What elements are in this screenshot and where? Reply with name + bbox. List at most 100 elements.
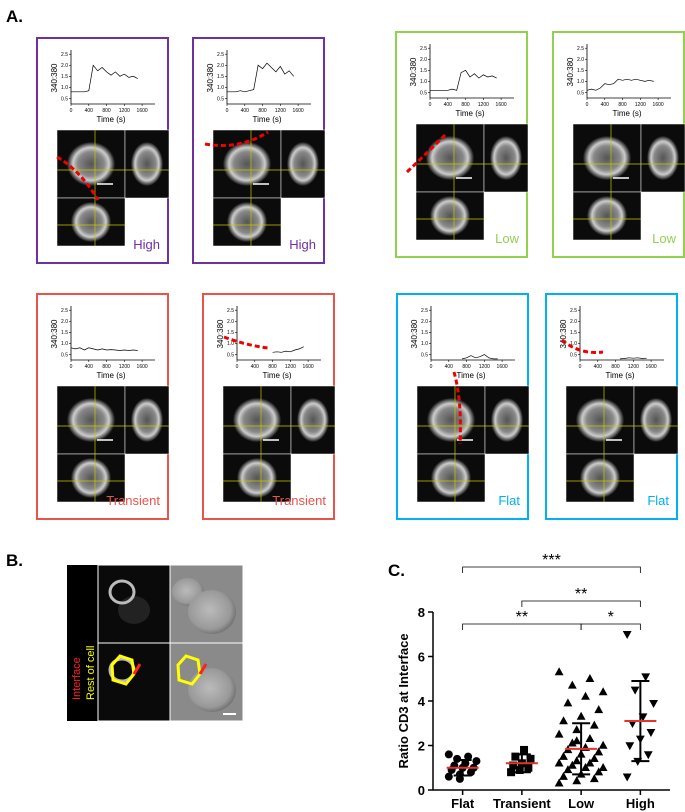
- cell: [647, 136, 679, 180]
- point: [567, 760, 577, 769]
- point: [572, 776, 582, 785]
- y-tick-label: 0.5: [570, 352, 577, 358]
- point: [641, 673, 651, 682]
- y-tick-label: 2.5: [61, 308, 68, 314]
- point: [563, 765, 573, 774]
- y-tick-label: 0.5: [577, 90, 584, 96]
- cell-class-label: Flat: [647, 493, 669, 508]
- cell: [223, 142, 271, 186]
- point: [526, 754, 535, 763]
- x-tick-label: 800: [102, 364, 111, 370]
- point: [628, 720, 637, 729]
- cell: [426, 136, 474, 180]
- x-tick-label: 800: [268, 364, 277, 370]
- interface-line: [405, 132, 448, 174]
- point: [554, 758, 564, 767]
- x-tick-label: 0: [586, 102, 589, 108]
- y-tick-label: 2.0: [227, 319, 234, 325]
- significance-label: ***: [542, 552, 561, 569]
- point: [563, 698, 573, 707]
- cell-class-label: High: [133, 237, 160, 252]
- panel-b-images: [67, 564, 244, 722]
- x-tick-label: 800: [102, 108, 111, 114]
- micrograph: [56, 129, 170, 247]
- x-tick-label: 0: [70, 108, 73, 114]
- cell-class-label: Flat: [498, 493, 520, 508]
- point: [472, 757, 481, 766]
- x-tick-label: Transient: [493, 796, 551, 811]
- y-tick-label: 2.0: [61, 319, 68, 325]
- significance-bracket: [462, 566, 641, 573]
- micrograph: [561, 338, 679, 503]
- x-axis-label: Time (s): [262, 371, 291, 380]
- y-axis-label: 340:380: [216, 319, 225, 348]
- point: [594, 767, 604, 776]
- x-tick-label: 400: [85, 108, 94, 114]
- point: [598, 687, 608, 696]
- y-tick-label: 1.0: [570, 341, 577, 347]
- point: [594, 705, 604, 714]
- point: [524, 763, 533, 772]
- x-tick-label: 1200: [285, 364, 296, 370]
- cell: [587, 196, 627, 236]
- x-tick-label: 800: [461, 102, 470, 108]
- x-tick-label: 1200: [478, 102, 489, 108]
- cell: [237, 458, 277, 498]
- point: [594, 747, 604, 756]
- point: [589, 774, 599, 783]
- x-tick-label: 1600: [497, 364, 508, 370]
- x-tick-label: 1600: [137, 364, 148, 370]
- x-tick-label: 1600: [646, 364, 657, 370]
- x-tick-label: 400: [241, 108, 250, 114]
- significance-label: *: [608, 609, 614, 626]
- point: [444, 750, 453, 759]
- x-axis-label: Time (s): [612, 109, 641, 118]
- x-axis-label: Time (s): [456, 371, 485, 380]
- point: [598, 762, 608, 771]
- trace: [619, 357, 647, 360]
- point: [559, 771, 568, 780]
- y-tick-label: 2.5: [227, 308, 234, 314]
- y-tick-label: 0.5: [227, 352, 234, 358]
- y-tick-label: 1.0: [577, 79, 584, 85]
- cell: [430, 196, 470, 236]
- point: [581, 762, 590, 771]
- point: [515, 765, 524, 774]
- y-tick-label: 1.0: [61, 85, 68, 91]
- trace: [430, 69, 497, 91]
- y-tick-label: 2.5: [217, 52, 224, 58]
- y-axis-label: 340:380: [559, 319, 568, 348]
- point: [507, 768, 516, 777]
- micrograph: [572, 123, 685, 241]
- panel-label: A.: [6, 7, 23, 26]
- x-tick-label: 0: [579, 364, 582, 370]
- cell-class-label: Low: [495, 231, 519, 246]
- point: [572, 725, 582, 734]
- interface-line: [452, 371, 462, 445]
- interface-line: [56, 155, 100, 201]
- x-tick-label: 1200: [479, 364, 490, 370]
- micrograph: [416, 371, 530, 503]
- y-tick-label: 2.0: [61, 63, 68, 69]
- y-tick-label: 1.5: [570, 330, 577, 336]
- y-tick-label: 0.5: [420, 90, 427, 96]
- cell: [427, 398, 475, 442]
- y-tick-label: 1.5: [217, 74, 224, 80]
- y-tick-label: 1.0: [217, 85, 224, 91]
- cell: [431, 458, 471, 498]
- x-tick-label: 1600: [293, 108, 304, 114]
- y-tick-label: 0.5: [217, 96, 224, 102]
- y-axis-label: 340:380: [409, 57, 418, 86]
- point: [554, 778, 564, 787]
- point: [643, 751, 653, 760]
- x-tick-label: 1600: [496, 102, 507, 108]
- point: [559, 751, 568, 760]
- x-axis-label: Time (s): [455, 109, 484, 118]
- point: [511, 752, 520, 761]
- y-axis-label: 340:380: [566, 57, 575, 86]
- point: [622, 631, 632, 640]
- y-tick-label: 1.0: [421, 341, 428, 347]
- point: [649, 700, 658, 709]
- x-tick-label: 400: [444, 102, 453, 108]
- cell: [297, 398, 329, 442]
